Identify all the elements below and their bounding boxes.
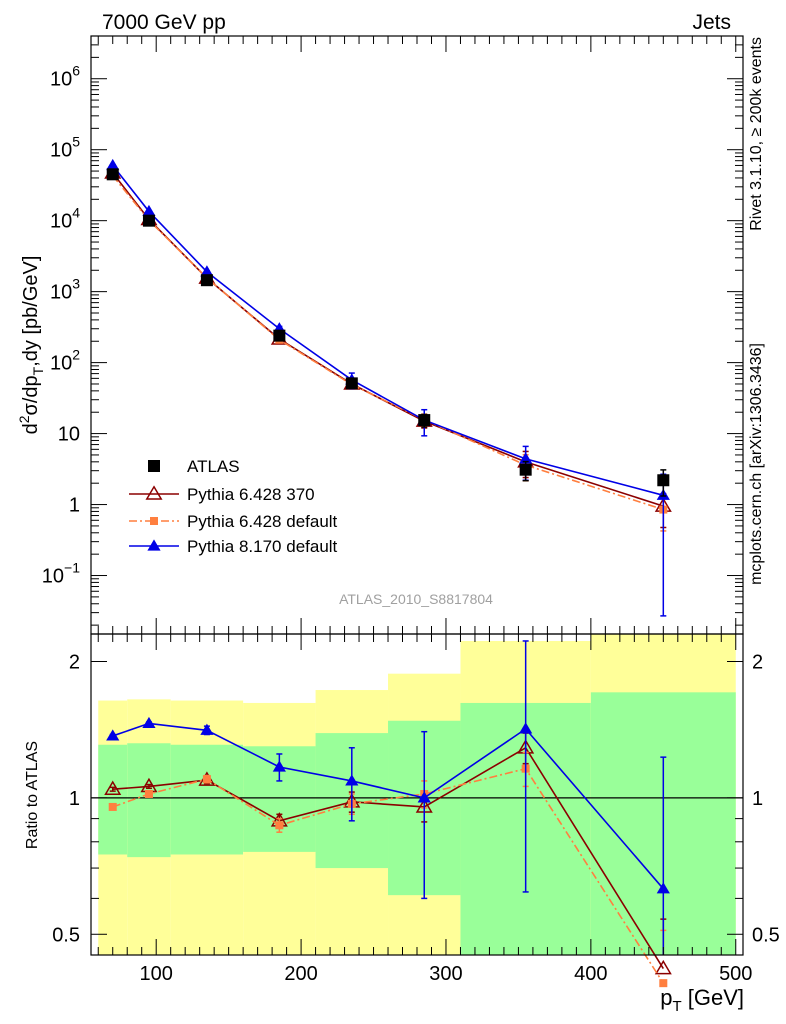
- rivet-label: Rivet 3.1.10, ≥ 200k events: [748, 37, 765, 231]
- marker-square: [200, 274, 213, 287]
- series-line: [112, 767, 664, 984]
- marker-open-triangle: [145, 485, 163, 500]
- mcplots-label: mcplots.cern.ch [arXiv:1306.3436]: [748, 343, 765, 585]
- main-y-tick-label: 10−1: [42, 560, 80, 588]
- header-right-label: Jets: [692, 11, 731, 34]
- ratio-y-tick-label: 1: [69, 788, 80, 810]
- band-green: [127, 743, 171, 858]
- header-left-label: 7000 GeV pp: [102, 11, 226, 34]
- main-y-tick-label: 103: [50, 276, 80, 304]
- series-line: [112, 164, 664, 497]
- marker-square: [142, 214, 155, 227]
- ratio-y-tick-label: 0.5: [52, 924, 80, 946]
- marker-square: [418, 414, 431, 427]
- main-y-tick-label: 104: [50, 205, 80, 233]
- legend-label: Pythia 6.428 370: [187, 485, 315, 504]
- series-line: [112, 175, 664, 511]
- marker-triangle: [200, 265, 214, 277]
- marker-square: [144, 789, 153, 798]
- series-line: [112, 746, 664, 969]
- band-green: [170, 744, 244, 855]
- ratio-y-tick-label-right: 2: [752, 651, 763, 673]
- marker-square: [202, 775, 211, 784]
- main-plot-series: [104, 158, 672, 617]
- ratio-plot-series: [104, 640, 672, 988]
- main-y-tick-label: 105: [50, 134, 80, 162]
- marker-triangle: [147, 539, 161, 551]
- marker-triangle: [272, 760, 286, 772]
- marker-square: [659, 979, 668, 988]
- series-line: [112, 722, 664, 890]
- x-axis-label: pT [GeV]: [660, 985, 744, 1015]
- legend-label: Pythia 8.170 default: [187, 537, 338, 556]
- marker-square: [519, 463, 532, 476]
- marker-square: [148, 460, 160, 472]
- marker-square: [108, 802, 117, 811]
- ratio-y-tick-label: 2: [69, 651, 80, 673]
- marker-triangle: [519, 452, 533, 464]
- marker-triangle: [142, 716, 156, 729]
- ratio-y-tick-label-right: 0.5: [752, 924, 780, 946]
- x-tick-label: 300: [429, 963, 462, 985]
- legend-label: Pythia 6.428 default: [187, 512, 338, 531]
- main-y-tick-label: 106: [50, 63, 80, 91]
- marker-triangle: [142, 204, 156, 217]
- main-y-axis-label: d2σ/dpT,dy [pb/GeV]: [16, 256, 46, 435]
- marker-triangle: [656, 882, 670, 894]
- marker-square: [273, 329, 286, 342]
- main-y-tick-label: 1: [69, 495, 80, 517]
- ratio-y-axis-label: Ratio to ATLAS: [24, 741, 41, 849]
- marker-square: [657, 474, 670, 487]
- main-y-tick-label: 10: [58, 424, 80, 446]
- marker-square: [106, 168, 119, 181]
- legend: ATLAS Pythia 6.428 370 Pythia 6.428 defaul…: [129, 457, 338, 556]
- analysis-label: ATLAS_2010_S8817804: [339, 591, 493, 607]
- main-y-tick-label: 102: [50, 347, 80, 375]
- x-tick-label: 500: [719, 963, 752, 985]
- marker-triangle: [519, 722, 533, 734]
- marker-triangle: [106, 158, 120, 171]
- band-green: [98, 744, 128, 855]
- marker-open-triangle: [654, 959, 672, 975]
- marker-triangle: [200, 723, 214, 735]
- x-tick-label: 100: [140, 963, 173, 985]
- x-tick-label: 400: [574, 963, 607, 985]
- marker-square: [345, 377, 358, 390]
- legend-label: ATLAS: [187, 457, 240, 476]
- marker-triangle: [417, 791, 431, 803]
- x-tick-label: 200: [284, 963, 317, 985]
- marker-triangle: [106, 729, 120, 741]
- marker-open-triangle: [104, 780, 122, 796]
- marker-square: [275, 821, 284, 830]
- ratio-y-tick-label-right: 1: [752, 788, 763, 810]
- marker-square: [150, 517, 158, 525]
- marker-triangle: [345, 774, 359, 786]
